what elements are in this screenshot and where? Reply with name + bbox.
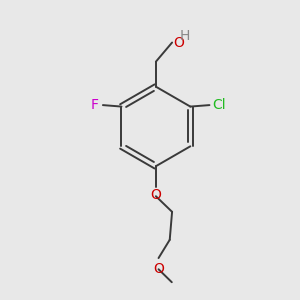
Text: H: H — [179, 29, 190, 43]
Text: O: O — [153, 262, 164, 276]
Text: O: O — [174, 35, 184, 50]
Text: Cl: Cl — [212, 98, 226, 112]
Text: F: F — [91, 98, 99, 112]
Text: O: O — [151, 188, 161, 202]
